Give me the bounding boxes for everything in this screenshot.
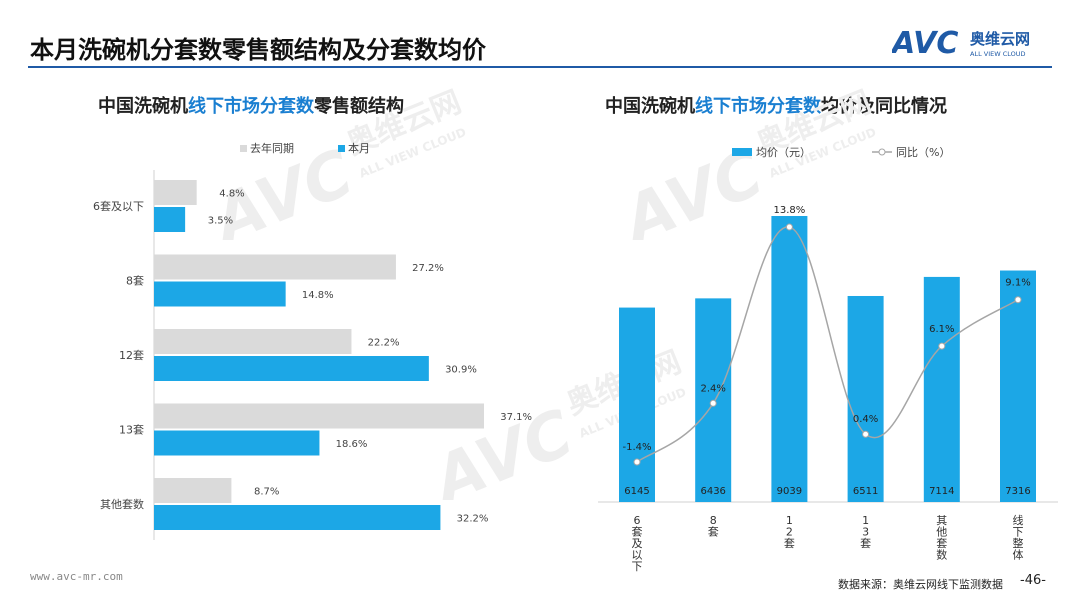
yoy-point xyxy=(785,223,793,231)
left-legend: 去年同期 本月 xyxy=(240,141,370,155)
right-title-pre: 中国洗碗机 xyxy=(605,96,695,117)
yoy-point xyxy=(1014,296,1022,304)
avg-price-label: 7316 xyxy=(1005,486,1030,497)
left-data-label: 27.2% xyxy=(412,263,444,274)
avg-price-label: 6511 xyxy=(853,486,878,497)
left-data-label: 18.6% xyxy=(336,439,368,450)
legend-label-1: 本月 xyxy=(348,141,370,155)
left-title-pre: 中国洗碗机 xyxy=(98,96,188,117)
bar-last-year xyxy=(154,478,232,503)
bar-last-year xyxy=(154,329,352,354)
bar-last-year xyxy=(154,403,484,429)
bar-this-month xyxy=(154,505,441,530)
right-title-highlight: 线下市场分套数 xyxy=(695,96,821,117)
bar-this-month xyxy=(154,207,186,232)
logo-cn: 奥维云网 xyxy=(970,30,1030,48)
left-title-highlight: 线下市场分套数 xyxy=(188,96,314,117)
bar-this-month xyxy=(154,430,320,456)
avg-price-label: 6436 xyxy=(700,486,725,497)
legend-line-marker xyxy=(878,148,886,156)
right-category-label: 6 套及以下 xyxy=(632,514,643,573)
left-category-label: 12套 xyxy=(119,349,144,362)
right-chart-title: 中国洗碗机线下市场分套数均价及同比情况 xyxy=(605,92,947,118)
avg-price-bar xyxy=(1000,270,1036,502)
header-divider xyxy=(28,66,1052,68)
yoy-label: -1.4% xyxy=(622,442,651,453)
yoy-point xyxy=(633,458,641,466)
page-number: -46- xyxy=(1020,573,1046,588)
left-data-label: 8.7% xyxy=(254,487,279,498)
left-category-label: 13套 xyxy=(119,424,144,437)
left-title-post: 零售额结构 xyxy=(314,96,404,117)
bar-this-month xyxy=(154,281,286,307)
yoy-point xyxy=(709,399,717,407)
avg-price-label: 9039 xyxy=(777,486,802,497)
legend-line-label: 同比（%） xyxy=(896,146,950,159)
logo-mark: AVC xyxy=(892,26,958,60)
bar-this-month xyxy=(154,356,429,381)
right-category-label: 其他套数 xyxy=(936,514,947,562)
left-category-label: 其他套数 xyxy=(100,498,144,511)
left-data-label: 30.9% xyxy=(445,365,477,376)
left-chart-title: 中国洗碗机线下市场分套数零售额结构 xyxy=(98,92,404,118)
yoy-point xyxy=(938,342,946,350)
right-title-post: 均价及同比情况 xyxy=(821,96,947,117)
avg-price-bar xyxy=(771,216,808,502)
data-source: 数据来源：奥维云网线下监测数据 xyxy=(838,578,1003,591)
yoy-label: 9.1% xyxy=(1005,278,1030,289)
avc-logo: AVC 奥维云网 ALL VIEW CLOUD xyxy=(892,26,1030,60)
yoy-label: 6.1% xyxy=(929,324,954,335)
yoy-label: 2.4% xyxy=(700,383,725,394)
left-category-label: 6套及以下 xyxy=(93,200,144,213)
right-legend: 均价（元） 同比（%） xyxy=(732,146,950,159)
left-data-label: 32.2% xyxy=(457,514,489,525)
left-data-label: 14.8% xyxy=(302,290,334,301)
bar-last-year xyxy=(154,254,396,280)
left-data-label: 22.2% xyxy=(368,338,400,349)
legend-swatch-0 xyxy=(240,145,247,152)
page-title: 本月洗碗机分套数零售额结构及分套数均价 xyxy=(30,36,486,64)
legend-swatch-1 xyxy=(338,145,345,152)
legend-bar-label: 均价（元） xyxy=(756,146,811,159)
legend-bar-swatch xyxy=(732,148,752,156)
yoy-label: 0.4% xyxy=(853,414,878,425)
yoy-line xyxy=(636,226,1019,463)
legend-label-0: 去年同期 xyxy=(250,141,294,155)
bar-last-year xyxy=(154,180,197,205)
left-data-label: 3.5% xyxy=(208,216,233,227)
avg-price-bar xyxy=(619,307,655,502)
left-category-label: 8套 xyxy=(126,275,144,288)
left-data-label: 4.8% xyxy=(219,189,244,200)
left-data-label: 37.1% xyxy=(500,412,532,423)
avg-price-label: 7114 xyxy=(929,486,954,497)
avg-price-bar xyxy=(847,295,884,502)
logo-en: ALL VIEW CLOUD xyxy=(970,50,1026,58)
avg-price-bar xyxy=(923,276,960,502)
avg-price-label: 6145 xyxy=(624,486,649,497)
footer-url: www.avc-mr.com xyxy=(30,570,123,583)
right-category-label: 线下整体 xyxy=(1013,513,1024,562)
yoy-point xyxy=(862,430,870,438)
yoy-label: 13.8% xyxy=(774,205,806,216)
